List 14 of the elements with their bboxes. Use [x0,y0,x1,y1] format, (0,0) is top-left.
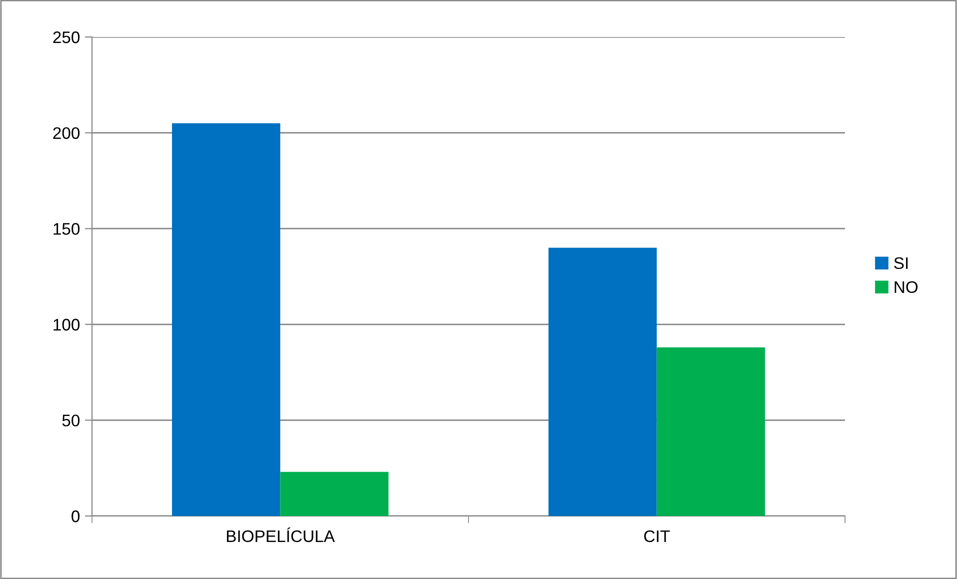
x-tick-label: BIOPELÍCULA [226,528,335,542]
legend-label: SI [894,257,908,270]
y-tick-label: 0 [72,510,80,522]
bar [172,123,280,516]
legend-label: NO [894,281,918,293]
y-tick-label: 150 [54,223,80,235]
bar [548,248,657,516]
y-tick-label: 50 [62,414,80,426]
y-tick-label: 100 [54,318,80,331]
x-tick-label: CIT [644,530,670,542]
bar [656,347,765,516]
y-tick-label: 250 [53,31,80,44]
bar [280,472,388,516]
y-tick-label: 200 [53,127,80,140]
